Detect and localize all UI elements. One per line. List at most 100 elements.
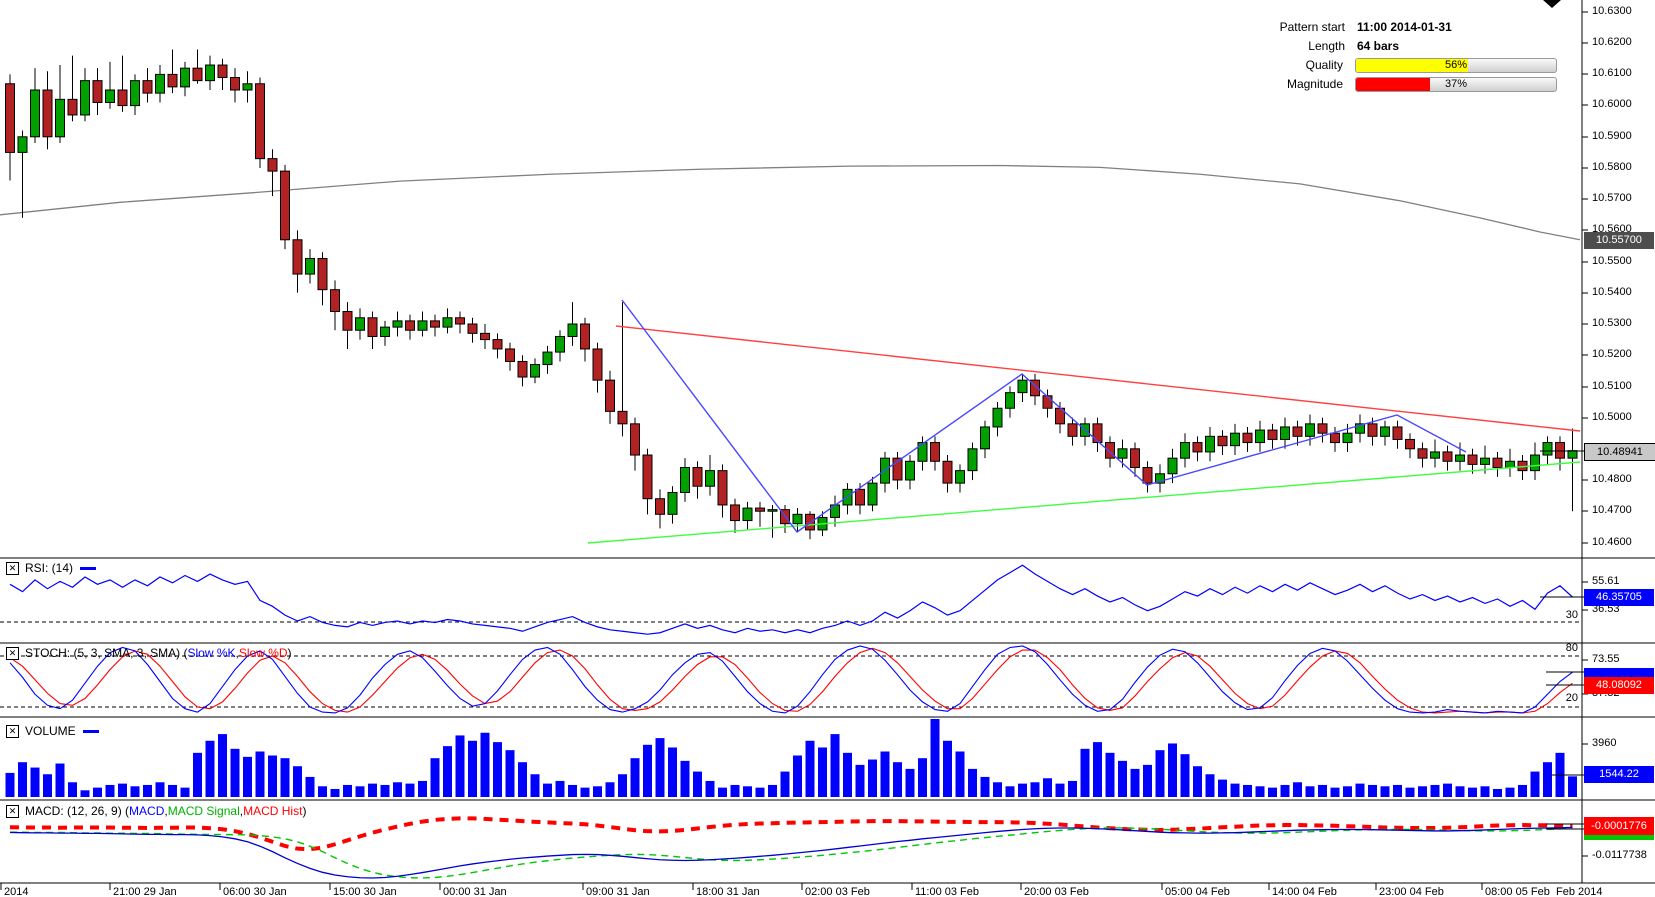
volume-checkbox-icon[interactable]: ✕: [6, 724, 19, 738]
magnitude-progress-fill: [1356, 77, 1430, 91]
scroll-position-marker-icon[interactable]: [1543, 0, 1561, 8]
macd-value-badge: -0.0001776: [1584, 817, 1654, 835]
volume-bar: [1405, 787, 1415, 797]
volume-bar: [1155, 750, 1165, 797]
volume-bar: [718, 787, 727, 797]
stoch-level-label: 80: [1565, 642, 1578, 654]
time-tick-label: 09:00 31 Jan: [586, 886, 650, 897]
price-tick-label: 10.6300: [1592, 5, 1632, 17]
candle-body: [967, 448, 978, 472]
volume-bar: [993, 782, 1002, 797]
candle-body: [30, 89, 40, 138]
volume-bar: [5, 772, 15, 797]
volume-bar: [918, 758, 927, 797]
candle-body: [155, 73, 165, 94]
volume-bar: [805, 740, 815, 797]
candle-body: [717, 470, 728, 506]
volume-bar: [505, 750, 515, 797]
candle-body: [480, 332, 490, 341]
candle-body: [142, 80, 153, 94]
volume-bar: [905, 768, 915, 797]
candle-body: [105, 89, 115, 103]
volume-bar: [380, 784, 390, 797]
volume-bar: [555, 780, 565, 797]
candle-body: [642, 454, 653, 500]
candle-body: [630, 423, 640, 456]
candle-body: [180, 67, 190, 88]
stoch-checkbox-icon[interactable]: ✕: [6, 646, 19, 660]
macd-checkbox-icon[interactable]: ✕: [6, 804, 19, 818]
volume-bar: [218, 734, 227, 797]
volume-bar: [143, 784, 152, 797]
volume-bar: [268, 755, 277, 797]
candle-body: [1142, 467, 1153, 484]
time-tick-label: 18:00 31 Jan: [696, 886, 760, 897]
pattern-start-row: Pattern start 11:00 2014-01-31: [1280, 20, 1557, 34]
macd-signal-line: [10, 827, 1573, 879]
candle-body: [442, 317, 453, 328]
volume-bar: [1043, 778, 1052, 797]
candle-body: [417, 320, 428, 331]
volume-bar: [368, 783, 377, 797]
volume-bar: [405, 783, 415, 797]
candle-body: [5, 83, 15, 153]
candle-body: [1017, 379, 1028, 394]
time-tick-label: 08:00 05 Feb: [1485, 886, 1550, 897]
candle-body: [1167, 457, 1178, 475]
candle-body: [680, 467, 690, 493]
candle-body: [92, 80, 103, 103]
price-tick-label: 10.4700: [1592, 504, 1632, 516]
candle-body: [1442, 451, 1453, 462]
volume-bar: [93, 787, 102, 797]
candle-body: [567, 323, 578, 337]
candle-body: [892, 457, 903, 481]
magnitude-percent-text: 37%: [1444, 77, 1468, 90]
candle-body: [617, 410, 628, 425]
candle-body: [1242, 432, 1253, 444]
macd-signal-label: MACD Signal: [167, 804, 240, 818]
candle-body: [767, 509, 778, 512]
time-tick-label: 23:00 04 Feb: [1379, 886, 1444, 897]
volume-bar: [1268, 787, 1277, 797]
volume-bar: [880, 751, 890, 797]
volume-bar: [1118, 760, 1127, 797]
price-tick-label: 10.4800: [1592, 473, 1632, 485]
volume-bar: [1330, 787, 1340, 797]
volume-bar: [955, 751, 965, 797]
pattern-length-label: Length: [1308, 39, 1345, 53]
volume-title-text: VOLUME: [25, 724, 76, 738]
candle-body: [1005, 392, 1015, 409]
time-tick-label: 06:00 30 Jan: [223, 886, 287, 897]
volume-bar: [680, 760, 690, 797]
price-tick-label: 10.5200: [1592, 348, 1632, 360]
stoch-slowd-line: [9, 647, 1573, 714]
volume-bar: [1568, 776, 1577, 797]
candle-body: [330, 289, 340, 313]
candle-body: [705, 470, 715, 487]
pattern-quality-label: Quality: [1305, 58, 1343, 72]
volume-bar: [255, 751, 265, 797]
quality-percent-text: 56%: [1444, 58, 1468, 71]
rsi-checkbox-icon[interactable]: ✕: [6, 561, 19, 575]
candle-body: [1130, 448, 1140, 469]
candle-body: [930, 442, 940, 462]
candle-body: [755, 507, 765, 512]
candle-body: [1392, 426, 1403, 440]
stoch-tick-label: 73.55: [1592, 653, 1620, 665]
candle-body: [1330, 432, 1340, 444]
volume-bar: [530, 774, 540, 797]
candle-body: [1192, 442, 1203, 453]
candle-body: [1117, 448, 1128, 459]
candle-body: [792, 513, 803, 525]
price-tick-label: 10.6200: [1592, 36, 1632, 48]
candle-body: [730, 504, 740, 522]
candle-body: [1092, 423, 1103, 444]
volume-bar: [1168, 743, 1177, 797]
volume-bar: [643, 744, 652, 797]
quality-progress-bar: 56%: [1355, 57, 1557, 73]
volume-bar: [1480, 786, 1490, 797]
candle-body: [1430, 451, 1440, 459]
volume-bar: [1068, 780, 1077, 797]
